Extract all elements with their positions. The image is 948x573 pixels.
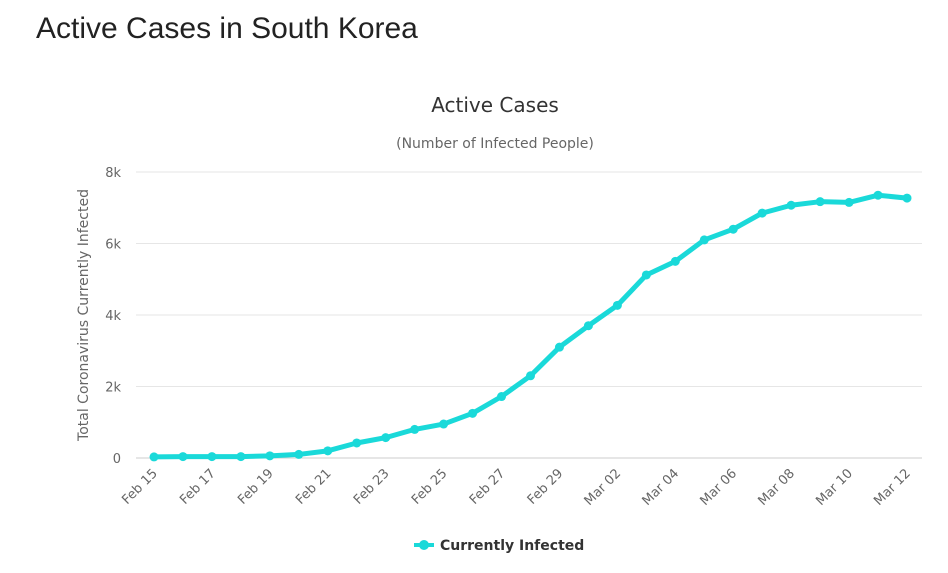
legend[interactable]: Currently Infected (414, 538, 584, 554)
y-axis-ticks: 0 2k 4k 6k 8k (105, 166, 121, 467)
grid-lines (136, 171, 922, 459)
data-point[interactable] (323, 446, 333, 456)
x-tick-label: Feb 25 (409, 466, 451, 508)
data-point[interactable] (612, 300, 622, 310)
y-tick-label: 2k (105, 381, 121, 396)
data-point[interactable] (757, 208, 767, 218)
data-point[interactable] (699, 235, 709, 245)
x-tick-label: Feb 19 (235, 466, 277, 508)
series-line (151, 192, 910, 460)
chart-title: Active Cases (431, 93, 559, 117)
x-tick-label: Feb 29 (525, 466, 567, 508)
data-point[interactable] (468, 408, 478, 418)
x-tick-label: Mar 06 (697, 466, 740, 509)
data-point[interactable] (265, 451, 275, 461)
data-point[interactable] (207, 452, 217, 462)
data-point[interactable] (728, 224, 738, 234)
x-tick-label: Feb 23 (351, 466, 393, 508)
data-point[interactable] (497, 392, 507, 402)
x-tick-label: Feb 27 (467, 466, 509, 508)
y-axis-label: Total Coronavirus Currently Infected (76, 189, 92, 442)
x-tick-label: Feb 15 (119, 466, 161, 508)
data-point[interactable] (352, 438, 362, 448)
y-tick-label: 4k (105, 309, 121, 324)
data-point[interactable] (294, 449, 304, 459)
data-point[interactable] (236, 452, 246, 462)
data-point[interactable] (815, 197, 825, 207)
x-tick-label: Mar 12 (871, 466, 914, 509)
data-point[interactable] (844, 197, 854, 207)
data-point[interactable] (641, 270, 651, 280)
x-tick-label: Feb 17 (177, 466, 219, 508)
data-point[interactable] (670, 256, 680, 266)
data-point[interactable] (178, 452, 188, 462)
x-tick-label: Mar 10 (813, 466, 856, 509)
y-tick-label: 6k (105, 238, 121, 253)
data-point[interactable] (786, 200, 796, 210)
page-title: Active Cases in South Korea (36, 12, 418, 45)
data-point[interactable] (439, 419, 449, 429)
x-tick-label: Feb 21 (293, 466, 335, 508)
data-point[interactable] (526, 371, 535, 381)
chart-subtitle: (Number of Infected People) (396, 136, 594, 152)
data-point[interactable] (410, 424, 420, 434)
data-point[interactable] (583, 321, 593, 331)
x-tick-label: Mar 08 (755, 466, 798, 509)
x-tick-label: Mar 04 (640, 466, 683, 509)
data-point[interactable] (554, 342, 564, 352)
x-axis-ticks: Feb 15 Feb 17 Feb 19 Feb 21 Feb 23 Feb 25 Feb … (119, 466, 914, 509)
data-point[interactable] (381, 433, 391, 443)
y-tick-label: 0 (113, 452, 121, 467)
legend-marker (419, 540, 429, 550)
data-point[interactable] (873, 190, 883, 200)
x-tick-label: Mar 02 (582, 466, 625, 509)
legend-label: Currently Infected (440, 538, 584, 554)
series-layer (149, 190, 912, 462)
data-point[interactable] (902, 193, 912, 203)
data-point[interactable] (149, 452, 159, 462)
y-tick-label: 8k (105, 166, 121, 181)
